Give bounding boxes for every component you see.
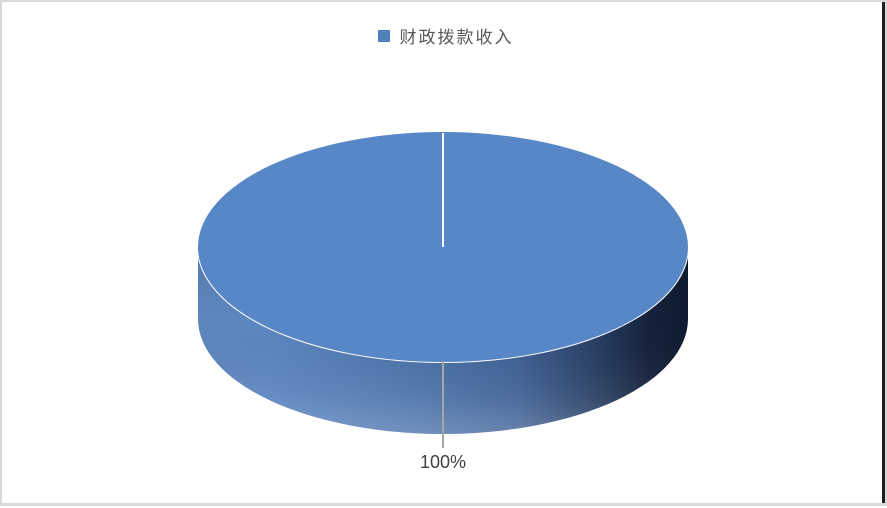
legend-item-label: 财政拨款收入 [399, 28, 514, 47]
legend-marker-swatch [377, 29, 390, 42]
pie-slice-side-shading [198, 247, 688, 434]
legend-item[interactable]: 财政拨款收入 [377, 23, 514, 48]
data-label[interactable]: 100% [419, 452, 467, 472]
chart-legend: 财政拨款收入 [2, 23, 887, 48]
screen-right-edge [882, 2, 885, 503]
